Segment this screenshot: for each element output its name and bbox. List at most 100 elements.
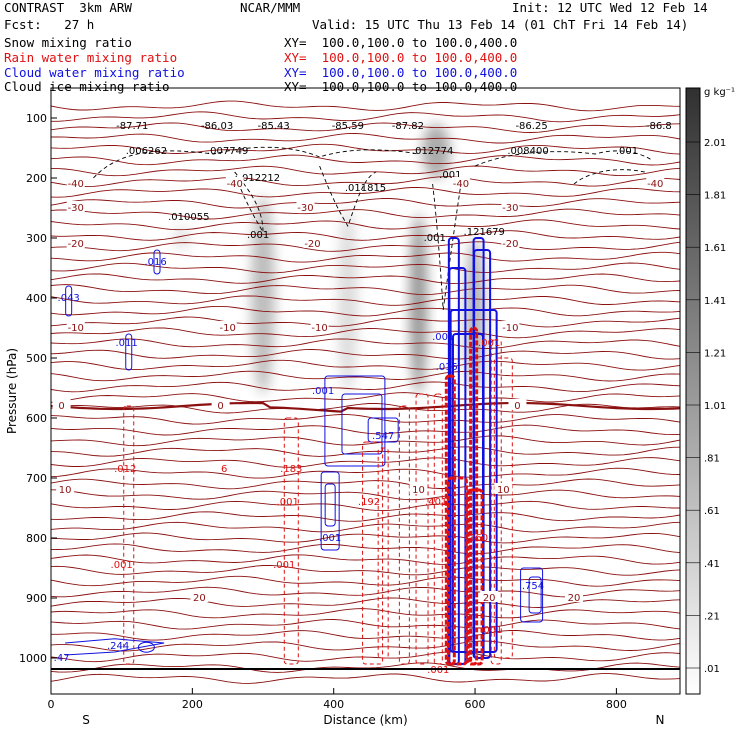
cloud-water-contour (448, 267, 467, 665)
temperature-contour-label: -40 (227, 179, 243, 190)
temperature-label-bg (409, 483, 428, 494)
cloud-water-label: .001 (319, 533, 341, 544)
rain-water-label: 6 (221, 464, 227, 475)
temperature-label-bg (501, 321, 520, 332)
rain-water-contour (123, 405, 135, 665)
colorbar-label: .01 (704, 664, 720, 675)
temperature-contour (50, 154, 681, 166)
temperature-label-bg (310, 321, 329, 332)
temperature-label-bg (501, 201, 520, 212)
colorbar-unit: g kg⁻¹ (704, 87, 735, 98)
rain-water-contour (433, 393, 443, 665)
rain-water-label: .192 (358, 497, 380, 508)
snow-shading (251, 196, 276, 394)
temperature-label-bg (66, 177, 85, 188)
temperature-contour-label: 10 (59, 485, 72, 496)
legend-rain: Rain water mixing ratio (4, 50, 178, 65)
legend-ice: Cloud ice mixing ratio (4, 79, 170, 94)
temperature-contour (51, 111, 681, 123)
cloud-water-label: .547 (372, 431, 394, 442)
colorbar-label: 1.21 (704, 348, 726, 359)
x-end-label-right: N (656, 713, 665, 727)
temperature-contour (50, 295, 681, 306)
temperature-label-bg (508, 399, 527, 410)
temperature-contour (50, 122, 681, 133)
snow-contour-label: -86.03 (201, 121, 233, 132)
y-tick-label: 1000 (19, 652, 47, 665)
temperature-contour (50, 511, 681, 522)
ice-contour-label: .011815 (345, 183, 386, 194)
x-axis-title: Distance (km) (323, 713, 407, 727)
y-tick-label: 200 (26, 172, 47, 185)
temperature-contour-label: -20 (68, 239, 84, 250)
temperature-contour (50, 273, 681, 285)
rain-water-label: .183 (280, 464, 302, 475)
rain-water-label: .001 (277, 497, 299, 508)
temperature-contour-label: 10 (497, 485, 510, 496)
rain-water-contour (398, 405, 410, 665)
temperature-label-bg (66, 237, 85, 248)
temperature-contour-label: -20 (304, 239, 320, 250)
temperature-contour-label: 20 (483, 593, 496, 604)
x-tick-label: 0 (48, 698, 55, 711)
zero-degree-contour (50, 401, 681, 413)
temperature-contour (50, 651, 681, 663)
legend-cloud: Cloud water mixing ratio (4, 65, 185, 80)
colorbar (685, 87, 701, 695)
cloud-water-contour (324, 483, 336, 527)
temperature-contour (50, 327, 681, 339)
rain-water-contour (283, 417, 299, 665)
temperature-label-bg (190, 591, 209, 602)
temperature-contour (50, 640, 681, 652)
xy-cloud: XY= 100.0,100.0 to 100.0,400.0 (284, 65, 518, 80)
colorbar-label: 1.61 (704, 243, 726, 254)
center-name: NCAR/MMM (240, 0, 301, 15)
temperature-label-bg (564, 591, 583, 602)
snow-contour-label: -85.59 (332, 121, 364, 132)
temperature-contour-label: 10 (412, 485, 425, 496)
cloud-water-label: .015 (436, 362, 458, 373)
x-end-label-left: S (82, 713, 90, 727)
cloud-water-label: .47 (54, 653, 70, 664)
colorbar-label: 1.41 (704, 296, 726, 307)
temperature-contour (50, 564, 681, 576)
x-tick-label: 600 (465, 698, 486, 711)
temperature-contour (50, 673, 681, 684)
temperature-contour (50, 424, 681, 436)
temperature-contour (50, 349, 681, 360)
cloud-ice-contour (93, 146, 419, 179)
snow-contour-label: -86.8 (646, 121, 672, 132)
temperature-label-bg (494, 483, 513, 494)
rain-water-label: .001 (478, 338, 500, 349)
temperature-contour (50, 219, 681, 231)
cloud-water-label: .001 (312, 386, 334, 397)
snow-contour-label: -86.25 (515, 121, 547, 132)
cloud-water-label: .043 (58, 293, 80, 304)
temperature-contour (50, 316, 681, 328)
snow-shading (173, 226, 190, 250)
temperature-label-bg (480, 591, 499, 602)
cloud-water-label: .011 (115, 338, 137, 349)
temperature-contour (51, 630, 681, 641)
temperature-label-bg (66, 321, 85, 332)
rain-water-label: 360 (469, 533, 488, 544)
y-tick-label: 400 (26, 292, 47, 305)
temperature-contour-label: -10 (220, 323, 236, 334)
colorbar-label: .61 (704, 506, 720, 517)
rain-water-contour (493, 357, 513, 659)
y-tick-label: 700 (26, 472, 47, 485)
temperature-contour (50, 370, 681, 382)
cloud-water-contour (153, 249, 161, 275)
temperature-label-bg (451, 177, 470, 188)
temperature-contour-label: -30 (297, 203, 313, 214)
temperature-contour (50, 554, 681, 565)
valid-time: Valid: 15 UTC Thu 13 Feb 14 (01 ChT Fri … (312, 17, 689, 32)
y-axis-title: Pressure (hPa) (5, 348, 19, 434)
y-tick-label: 900 (26, 592, 47, 605)
temperature-contour (50, 338, 681, 349)
temperature-contour-label: -30 (68, 203, 84, 214)
temperature-label-bg (303, 237, 322, 248)
temperature-contour (50, 187, 681, 198)
y-tick-label: 800 (26, 532, 47, 545)
